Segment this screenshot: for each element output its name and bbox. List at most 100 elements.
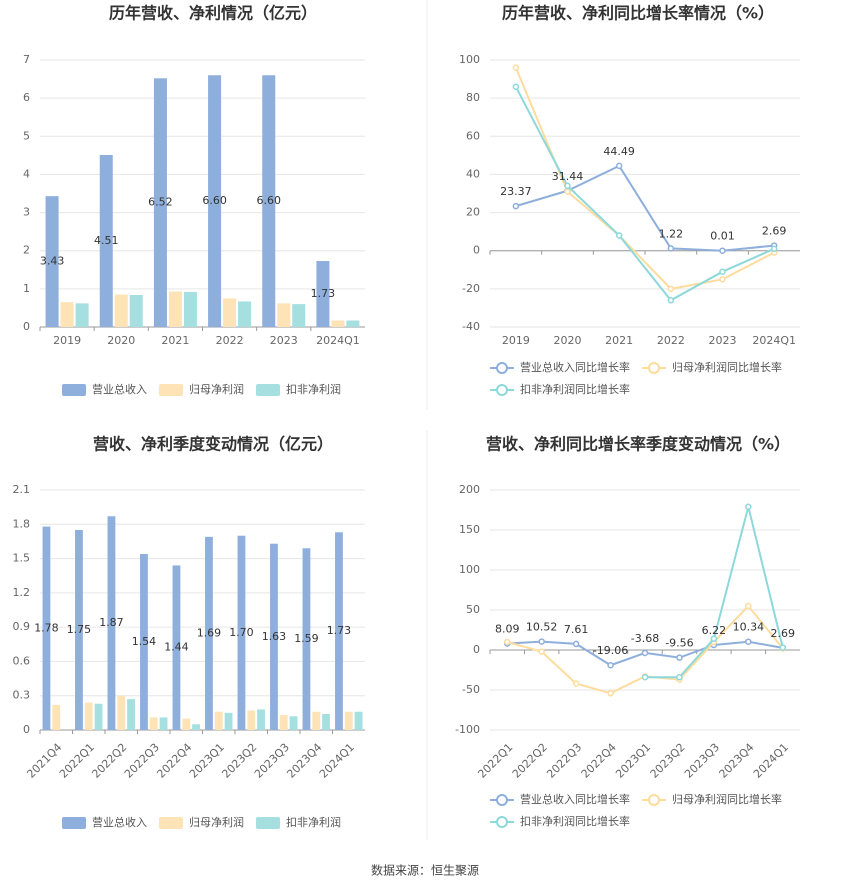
legend-label: 营业总收入同比增长率: [520, 360, 630, 374]
data-label: 1.59: [294, 632, 319, 645]
chart-title: 历年营收、净利同比增长率情况（%）: [502, 4, 774, 23]
point: [512, 83, 520, 90]
legend-item: 归母净利润: [159, 382, 244, 396]
y-tick-label: 0: [23, 723, 30, 736]
point: [503, 638, 511, 646]
y-tick-label: 4: [23, 167, 30, 180]
y-tick-label: -50: [462, 683, 480, 696]
bar: [42, 526, 51, 730]
data-label: 1.44: [164, 641, 189, 654]
legend-swatch: [496, 794, 508, 806]
data-label: 1.75: [67, 623, 92, 636]
bar: [75, 530, 83, 730]
bar: [107, 516, 116, 730]
legend-swatch: [496, 816, 508, 828]
legend-label: 营业总收入: [92, 815, 147, 829]
x-tick-label: 2024Q1: [751, 741, 791, 781]
x-tick-label: 2021Q4: [24, 741, 64, 781]
bar: [302, 548, 311, 730]
legend-swatch: [256, 817, 280, 829]
point: [615, 232, 623, 239]
bar: [129, 294, 143, 327]
bar: [354, 711, 363, 730]
legend-label: 营业总收入同比增长率: [520, 792, 630, 806]
x-tick-label: 2023Q2: [219, 741, 259, 781]
y-tick-label: 100: [459, 563, 480, 576]
legend-item: 归母净利润同比增长率: [642, 792, 782, 806]
y-tick-label: 1.8: [13, 517, 31, 530]
point: [667, 285, 675, 293]
y-tick-label: 5: [23, 129, 30, 142]
y-tick-label: 1.5: [13, 552, 31, 565]
legend-label: 扣非净利润: [286, 382, 341, 396]
legend-item: 归母净利润同比增长率: [642, 360, 782, 374]
bar: [168, 291, 182, 327]
legend-swatch: [62, 817, 86, 829]
point: [779, 644, 787, 651]
x-tick-label: 2019: [502, 334, 530, 347]
x-tick-label: 2022Q1: [57, 741, 97, 781]
x-tick-label: 2019: [53, 334, 81, 347]
bar: [238, 301, 252, 327]
bar: [322, 714, 330, 730]
data-label: 23.37: [500, 185, 532, 198]
source-note: 数据来源：恒生聚源: [371, 863, 479, 878]
legend-label: 归母净利润同比增长率: [672, 792, 782, 806]
point: [564, 188, 571, 195]
bar: [270, 543, 278, 730]
bar: [159, 717, 168, 730]
legend-item: 归母净利润: [159, 815, 244, 829]
legend-label: 归母净利润: [189, 815, 244, 829]
data-label: 1.22: [659, 227, 684, 240]
point: [564, 182, 571, 190]
legend-swatch: [159, 384, 183, 396]
point: [745, 602, 752, 610]
legend-label: 扣非净利润同比增长率: [520, 382, 630, 396]
data-label: 31.44: [552, 170, 584, 183]
legend-label: 扣非净利润: [286, 815, 341, 829]
x-tick-label: 2023Q4: [284, 741, 324, 781]
point: [512, 64, 520, 71]
y-tick-label: 0.3: [13, 689, 31, 702]
data-label: 44.49: [603, 145, 635, 158]
bar: [208, 75, 222, 327]
bar: [153, 78, 167, 328]
point: [641, 649, 649, 657]
x-tick-label: 2022Q4: [154, 741, 194, 781]
y-tick-label: 20: [466, 206, 480, 219]
point: [538, 648, 545, 655]
legend-item: 营业总收入: [62, 382, 147, 396]
legend-swatch: [648, 794, 660, 806]
y-tick-label: 60: [466, 129, 480, 142]
bar: [214, 711, 223, 730]
y-tick-label: 0.9: [13, 620, 31, 633]
x-tick-label: 2023Q4: [717, 741, 757, 781]
legend-swatch: [496, 384, 508, 396]
y-tick-label: 0: [473, 244, 480, 257]
legend-item: 扣非净利润同比增长率: [490, 814, 630, 828]
x-tick-label: 2023Q1: [613, 741, 653, 781]
x-tick-label: 2023: [709, 334, 737, 347]
x-tick-label: 2022: [657, 334, 685, 347]
point: [641, 673, 649, 681]
x-tick-label: 2024Q1: [752, 334, 796, 347]
x-tick-label: 2022Q3: [544, 741, 584, 781]
data-label: 4.51: [94, 234, 119, 247]
point: [676, 673, 683, 681]
data-label: 6.60: [257, 194, 282, 207]
bar: [257, 709, 265, 730]
data-label: 1.87: [99, 616, 124, 629]
bar: [316, 261, 330, 327]
data-label: -19.06: [593, 644, 628, 657]
bar: [182, 718, 191, 730]
data-label: 10.52: [526, 621, 558, 634]
point: [615, 162, 623, 170]
point: [745, 638, 752, 645]
legend-item: 扣非净利润: [256, 815, 341, 829]
bar: [237, 535, 246, 730]
bar: [45, 196, 59, 327]
bar: [172, 565, 181, 730]
y-tick-label: 100: [459, 53, 480, 66]
point: [538, 638, 545, 645]
bar: [223, 298, 237, 327]
